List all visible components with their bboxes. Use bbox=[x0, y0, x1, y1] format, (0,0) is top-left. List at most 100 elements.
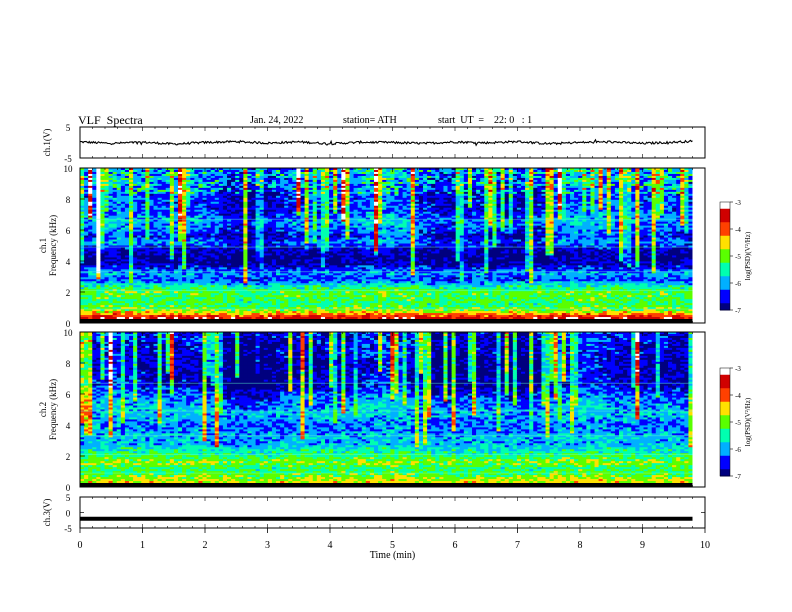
spectrogram-cell bbox=[210, 169, 216, 173]
spectrogram-cell bbox=[182, 179, 187, 183]
spectrogram-cell bbox=[378, 168, 383, 171]
spectrogram-cell bbox=[533, 179, 538, 183]
spectrogram-cell bbox=[418, 181, 424, 185]
spectrogram-cell bbox=[423, 177, 428, 181]
spectrogram-cell bbox=[198, 181, 203, 185]
spectrogram-cell bbox=[529, 171, 534, 175]
spectrogram-cell bbox=[402, 169, 408, 173]
spectrogram-cell bbox=[129, 179, 134, 183]
spectrogram-cell bbox=[472, 171, 477, 175]
spectrogram-cell bbox=[398, 168, 403, 171]
spectrogram-cell bbox=[300, 169, 305, 173]
spectrogram-cell bbox=[402, 175, 408, 179]
spectrogram-cell bbox=[614, 183, 620, 187]
spectrogram-cell bbox=[149, 171, 154, 175]
spectrogram-cell bbox=[435, 168, 440, 171]
spectrogram-cell bbox=[378, 175, 383, 179]
spectrogram-cell bbox=[386, 169, 391, 173]
spectrogram-cell bbox=[537, 183, 542, 187]
spectrogram-cell bbox=[271, 171, 277, 175]
spectrogram-cell bbox=[80, 173, 85, 177]
spectrogram-cell bbox=[116, 173, 122, 177]
spectrogram-cell bbox=[659, 171, 665, 175]
spectrogram-cell bbox=[549, 175, 555, 179]
spectrogram-cell bbox=[598, 177, 604, 181]
spectrogram-cell bbox=[606, 168, 612, 171]
spectrogram-cell bbox=[610, 171, 616, 175]
spectrogram-cell bbox=[182, 177, 187, 181]
spectrogram-cell bbox=[369, 173, 375, 177]
spectrogram-cell bbox=[394, 183, 399, 187]
spectrogram-cell bbox=[549, 169, 555, 173]
spectrogram-cell bbox=[553, 177, 559, 181]
spectrogram-cell bbox=[345, 173, 350, 177]
spectrogram-cell bbox=[312, 173, 318, 177]
spectrogram-cell bbox=[312, 168, 318, 171]
spectrogram-cell bbox=[516, 181, 522, 185]
spectrogram-cell bbox=[108, 181, 114, 185]
spectrogram-cell bbox=[439, 171, 444, 175]
spectrogram-cell bbox=[533, 169, 538, 173]
spectrogram-cell bbox=[337, 169, 342, 173]
spectrogram-cell bbox=[635, 183, 640, 187]
spectrogram-cell bbox=[586, 175, 591, 179]
spectrogram-cell bbox=[137, 169, 142, 173]
spectrogram-cell bbox=[292, 173, 297, 177]
spectrogram-cell bbox=[80, 183, 85, 187]
spectrogram-cell bbox=[500, 173, 506, 177]
spectrogram-cell bbox=[337, 177, 342, 181]
spectrogram-cell bbox=[284, 175, 289, 179]
spectrogram-cell bbox=[337, 175, 342, 179]
spectrogram-cell bbox=[590, 181, 595, 185]
spectrogram-cell bbox=[541, 179, 546, 183]
spectrogram-cell bbox=[374, 169, 379, 173]
spectrogram-cell bbox=[516, 169, 522, 173]
spectrogram-cell bbox=[194, 171, 199, 175]
spectrogram-cell bbox=[320, 179, 326, 183]
spectrogram-cell bbox=[467, 177, 473, 181]
plot-title: VLF Spectra bbox=[78, 113, 143, 128]
spectrogram-cell bbox=[96, 183, 101, 187]
spectrogram-cell bbox=[476, 177, 481, 181]
spectrogram-cell bbox=[145, 168, 150, 171]
spectrogram-cell bbox=[390, 173, 395, 177]
spectrogram-cell bbox=[157, 183, 163, 187]
spectrogram-cell bbox=[463, 177, 469, 181]
spectrogram-cell bbox=[329, 175, 334, 179]
spectrogram-cell bbox=[198, 173, 203, 177]
spectrogram-cell bbox=[255, 179, 261, 183]
spectrogram-cell bbox=[529, 169, 534, 173]
spectrogram-cell bbox=[439, 173, 444, 177]
spectrogram-cell bbox=[570, 169, 575, 173]
spectrogram-cell bbox=[255, 173, 261, 177]
spectrogram-cell bbox=[594, 169, 599, 173]
spectrogram-cell bbox=[586, 183, 591, 187]
spectrogram-cell bbox=[361, 183, 367, 187]
spectrogram-cell bbox=[133, 183, 138, 187]
spectrogram-cell bbox=[84, 179, 89, 183]
spectrogram-cell bbox=[512, 177, 518, 181]
spectrogram-cell bbox=[243, 169, 248, 173]
spectrogram-cell bbox=[316, 168, 322, 171]
spectrogram-cell bbox=[541, 183, 546, 187]
spectrogram-cell bbox=[206, 179, 212, 183]
spectrogram-cell bbox=[459, 183, 465, 187]
spectrogram-cell bbox=[141, 173, 146, 177]
spectrogram-cell bbox=[320, 173, 326, 177]
spectrogram-cell bbox=[239, 169, 244, 173]
spectrogram-cell bbox=[549, 171, 555, 175]
spectrogram-cell bbox=[333, 173, 338, 177]
spectrogram-cell bbox=[112, 183, 118, 187]
spectrogram-cell bbox=[157, 175, 163, 179]
spectrogram-cell bbox=[480, 173, 485, 177]
spectrogram-cell bbox=[406, 183, 412, 187]
spectrogram-cell bbox=[635, 169, 640, 173]
spectrogram-cell bbox=[214, 169, 220, 173]
spectrogram-cell bbox=[263, 175, 269, 179]
spectrogram-cell bbox=[619, 183, 624, 187]
spectrogram-cell bbox=[235, 169, 240, 173]
spectrogram-cell bbox=[104, 183, 109, 187]
spectrogram-cell bbox=[394, 169, 399, 173]
spectrogram-cell bbox=[92, 175, 97, 179]
spectrogram-cell bbox=[431, 173, 436, 177]
